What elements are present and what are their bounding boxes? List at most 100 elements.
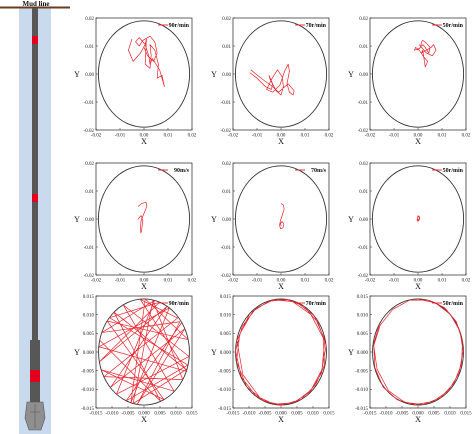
x-tick-label: 0.00: [140, 279, 149, 284]
x-tick-label: 0.02: [188, 134, 197, 139]
x-axis-label: X: [141, 415, 147, 424]
trajectory-plot: -0.015 -0.010 -0.005 0.000 0.005 0.010 0.015-0…: [348, 295, 472, 424]
boundary-circle: [97, 165, 191, 273]
x-tick-label: 0.010: [444, 412, 456, 417]
x-tick-label: 0.02: [325, 279, 334, 284]
riser-schematic: Mud line: [0, 0, 70, 434]
x-tick-label: -0.01: [115, 134, 126, 139]
x-tick-label: 0.02: [462, 279, 471, 284]
y-tick-label: 0.010: [220, 313, 232, 318]
trajectory-plot-grid: -0.02 -0.01 0.00 0.01 0.02 -0.02 -0.01 0.00 0.01…: [74, 17, 472, 424]
y-tick-label: 0.000: [357, 351, 369, 356]
x-tick-label: -0.015: [227, 412, 240, 417]
y-tick-label: 0.005: [220, 332, 232, 337]
collar-joint-marker: [30, 370, 40, 382]
legend-label: 90m/s: [174, 168, 190, 174]
boundary-circle: [98, 298, 190, 406]
y-tick-label: -0.02: [221, 274, 232, 279]
x-tick-label: 0.01: [301, 134, 310, 139]
y-tick-label: 0.015: [83, 295, 95, 300]
legend-label: 90r/min: [169, 23, 190, 29]
y-tick-label: 0.000: [83, 351, 95, 356]
x-tick-label: -0.02: [228, 134, 239, 139]
y-tick-label: 0.005: [357, 332, 369, 337]
x-axis-label: X: [415, 415, 421, 424]
x-tick-label: 0.010: [170, 412, 182, 417]
y-axis-label: Y: [348, 215, 354, 224]
x-tick-label: -0.01: [389, 134, 400, 139]
trajectory-series: [416, 215, 421, 222]
boundary-circle: [97, 20, 191, 128]
y-axis-label: Y: [348, 70, 354, 79]
x-tick-label: -0.01: [389, 279, 400, 284]
trajectory-series: [128, 35, 165, 87]
y-tick-label: -0.02: [358, 274, 369, 279]
y-tick-label: -0.005: [81, 369, 94, 374]
x-tick-label: 0.005: [154, 412, 166, 417]
boundary-circle: [234, 20, 328, 128]
x-tick-label: 0.00: [414, 279, 423, 284]
trajectory-plot: -0.015 -0.010 -0.005 0.000 0.005 0.010 0.015-0…: [211, 295, 335, 424]
y-tick-label: -0.02: [221, 129, 232, 134]
y-tick-label: -0.015: [81, 407, 94, 412]
x-tick-label: 0.010: [307, 412, 319, 417]
y-tick-label: -0.010: [355, 388, 368, 393]
y-axis-label: Y: [74, 348, 80, 357]
x-tick-label: -0.015: [364, 412, 377, 417]
y-axis-label: Y: [348, 348, 354, 357]
x-tick-label: 0.01: [164, 134, 173, 139]
trajectory-series: [279, 203, 285, 230]
trajectory-series: [249, 63, 295, 96]
plot-frame: [232, 17, 330, 131]
y-tick-label: 0.00: [359, 73, 368, 78]
x-tick-label: 0.02: [325, 134, 334, 139]
x-tick-label: 0.02: [462, 134, 471, 139]
y-tick-label: -0.02: [358, 129, 369, 134]
x-axis-label: X: [278, 415, 284, 424]
y-tick-label: 0.01: [359, 190, 368, 195]
drill-pipe: [32, 8, 38, 340]
boundary-circle: [371, 20, 465, 128]
y-tick-label: -0.01: [221, 101, 232, 106]
x-tick-label: 0.00: [277, 134, 286, 139]
x-tick-label: 0.01: [301, 279, 310, 284]
y-tick-label: -0.01: [84, 101, 95, 106]
legend-label: 70r/min: [306, 23, 327, 29]
pipe-joint-marker: [32, 36, 38, 44]
y-tick-label: 0.015: [220, 295, 232, 300]
x-axis-label: X: [415, 282, 421, 291]
x-tick-label: -0.005: [396, 412, 409, 417]
legend-label: 70r/min: [306, 301, 327, 307]
y-axis-label: Y: [211, 215, 217, 224]
y-axis-label: Y: [74, 215, 80, 224]
x-tick-label: -0.02: [228, 279, 239, 284]
trajectory-plot: -0.02 -0.01 0.00 0.01 0.02 -0.02 -0.01 0.00 0.01…: [74, 162, 197, 291]
y-tick-label: 0.00: [359, 218, 368, 223]
legend-label: 50r/min: [443, 168, 464, 174]
pipe-joint-marker: [32, 194, 38, 202]
x-tick-label: 0.000: [412, 412, 424, 417]
x-tick-label: 0.01: [164, 279, 173, 284]
trajectory-plot: -0.02 -0.01 0.00 0.01 0.02 -0.02 -0.01 0.00 0.01…: [211, 17, 334, 146]
y-axis-label: Y: [211, 70, 217, 79]
y-tick-label: 0.02: [359, 162, 368, 167]
x-tick-label: -0.015: [90, 412, 103, 417]
y-tick-label: 0.010: [357, 313, 369, 318]
plot-frame: [232, 295, 330, 409]
trajectory-plot: -0.02 -0.01 0.00 0.01 0.02 -0.02 -0.01 0.00 0.01…: [348, 162, 471, 291]
x-tick-label: 0.015: [460, 412, 472, 417]
y-tick-label: 0.02: [359, 17, 368, 22]
x-tick-label: -0.005: [259, 412, 272, 417]
x-tick-label: -0.005: [122, 412, 135, 417]
y-tick-label: 0.005: [83, 332, 95, 337]
plot-frame: [95, 17, 193, 131]
plot-frame: [369, 295, 467, 409]
y-tick-label: -0.01: [221, 246, 232, 251]
x-tick-label: 0.00: [414, 134, 423, 139]
x-tick-label: 0.000: [138, 412, 150, 417]
x-axis-label: X: [278, 282, 284, 291]
trajectory-plot: -0.015 -0.010 -0.005 0.000 0.005 0.010 0.015-0…: [74, 295, 198, 424]
mud-line-label: Mud line: [22, 0, 49, 8]
y-tick-label: -0.02: [84, 274, 95, 279]
x-axis-label: X: [141, 282, 147, 291]
